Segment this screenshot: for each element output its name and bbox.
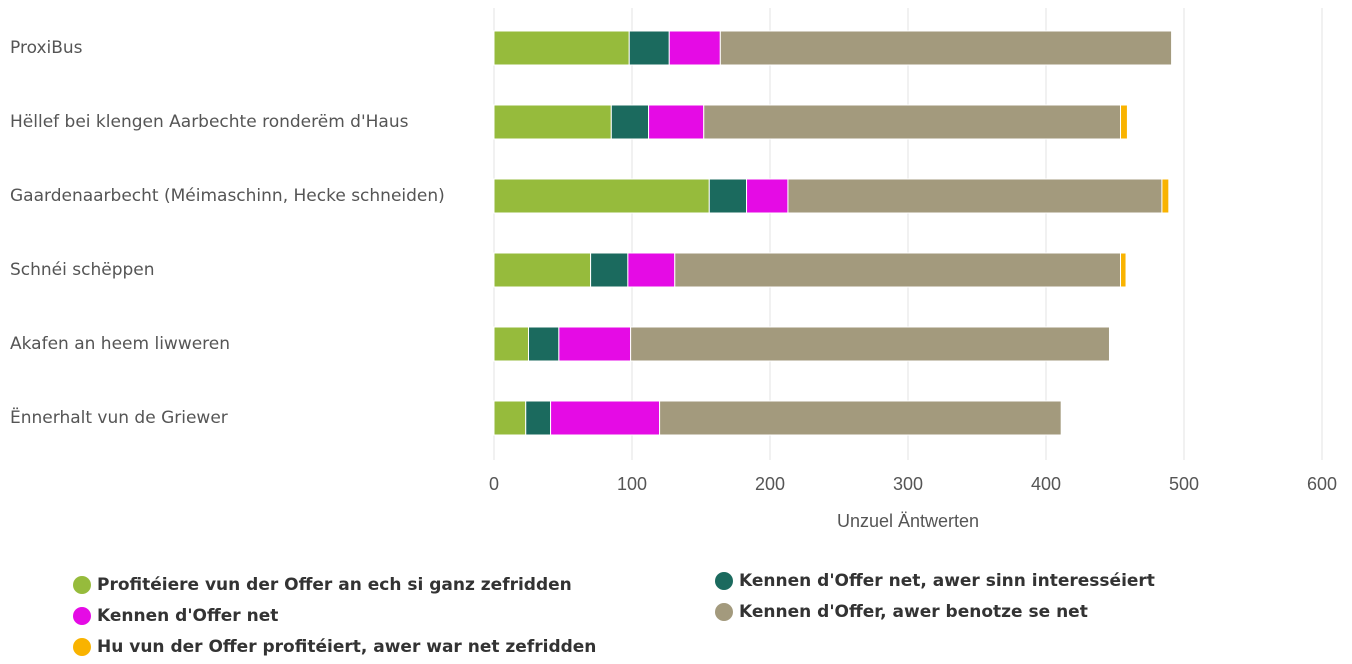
legend-swatch [715, 603, 733, 621]
category-label: Ënnerhalt vun de Griewer [10, 408, 228, 428]
legend-item: Kennen d'Offer net, awer sinn interesséi… [715, 571, 1155, 591]
x-tick-label: 200 [755, 474, 785, 494]
legend-label: Kennen d'Offer net, awer sinn interesséi… [739, 571, 1155, 591]
category-label: Hëllef bei klengen Aarbechte ronderëm d'… [10, 112, 409, 132]
bar-segment [708, 178, 748, 214]
x-axis-title: Unzuel Äntwerten [837, 511, 979, 531]
bar-segment [746, 178, 789, 214]
category-label: Schnéi schëppen [10, 260, 155, 280]
legend-swatch [73, 607, 91, 625]
bar-segment [493, 400, 527, 436]
bar-segment [493, 30, 630, 66]
bar-segment [630, 326, 1110, 362]
bar-segment [493, 252, 592, 288]
legend-item: Kennen d'Offer, awer benotze se net [715, 602, 1088, 622]
legend-swatch [73, 638, 91, 656]
legend-item: Profitéiere vun der Offer an ech si ganz… [73, 575, 572, 595]
bar-segment [590, 252, 629, 288]
x-tick-label: 300 [893, 474, 923, 494]
bar-segment [558, 326, 632, 362]
bar-segment [627, 252, 676, 288]
category-label: ProxiBus [10, 38, 83, 58]
bar-segment [668, 30, 721, 66]
x-tick-label: 400 [1031, 474, 1061, 494]
bar-segment [719, 30, 1173, 66]
bar-segment [493, 104, 612, 140]
category-label: Gaardenaarbecht (Méimaschinn, Hecke schn… [10, 186, 445, 206]
bar-segment [674, 252, 1122, 288]
bar-segment [528, 326, 560, 362]
legend-label: Hu vun der Offer profitéiert, awer war n… [97, 637, 597, 657]
bar-segment [610, 104, 650, 140]
bar-segment [1120, 104, 1128, 140]
bar-segment [703, 104, 1122, 140]
legend-item: Kennen d'Offer net [73, 606, 278, 626]
x-tick-label: 500 [1169, 474, 1199, 494]
legend-swatch [715, 572, 733, 590]
bar-segment [659, 400, 1062, 436]
legend-label: Kennen d'Offer net [97, 606, 279, 626]
legend-label: Kennen d'Offer, awer benotze se net [739, 602, 1088, 622]
bar-segment [550, 400, 661, 436]
bar-segment [628, 30, 670, 66]
x-tick-label: 100 [617, 474, 647, 494]
bar-segment [493, 178, 710, 214]
bar-segment [1161, 178, 1170, 214]
category-label: Akafen an heem liwweren [10, 334, 231, 354]
x-tick-label: 0 [489, 474, 499, 494]
bar-segment [648, 104, 705, 140]
bar-segment [1120, 252, 1127, 288]
legend-swatch [73, 576, 91, 594]
bar-segment [787, 178, 1163, 214]
legend-item: Hu vun der Offer profitéiert, awer war n… [73, 637, 596, 657]
legend-label: Profitéiere vun der Offer an ech si ganz… [97, 575, 572, 595]
x-tick-label: 600 [1307, 474, 1337, 494]
bar-segment [493, 326, 529, 362]
bar-segment [525, 400, 552, 436]
